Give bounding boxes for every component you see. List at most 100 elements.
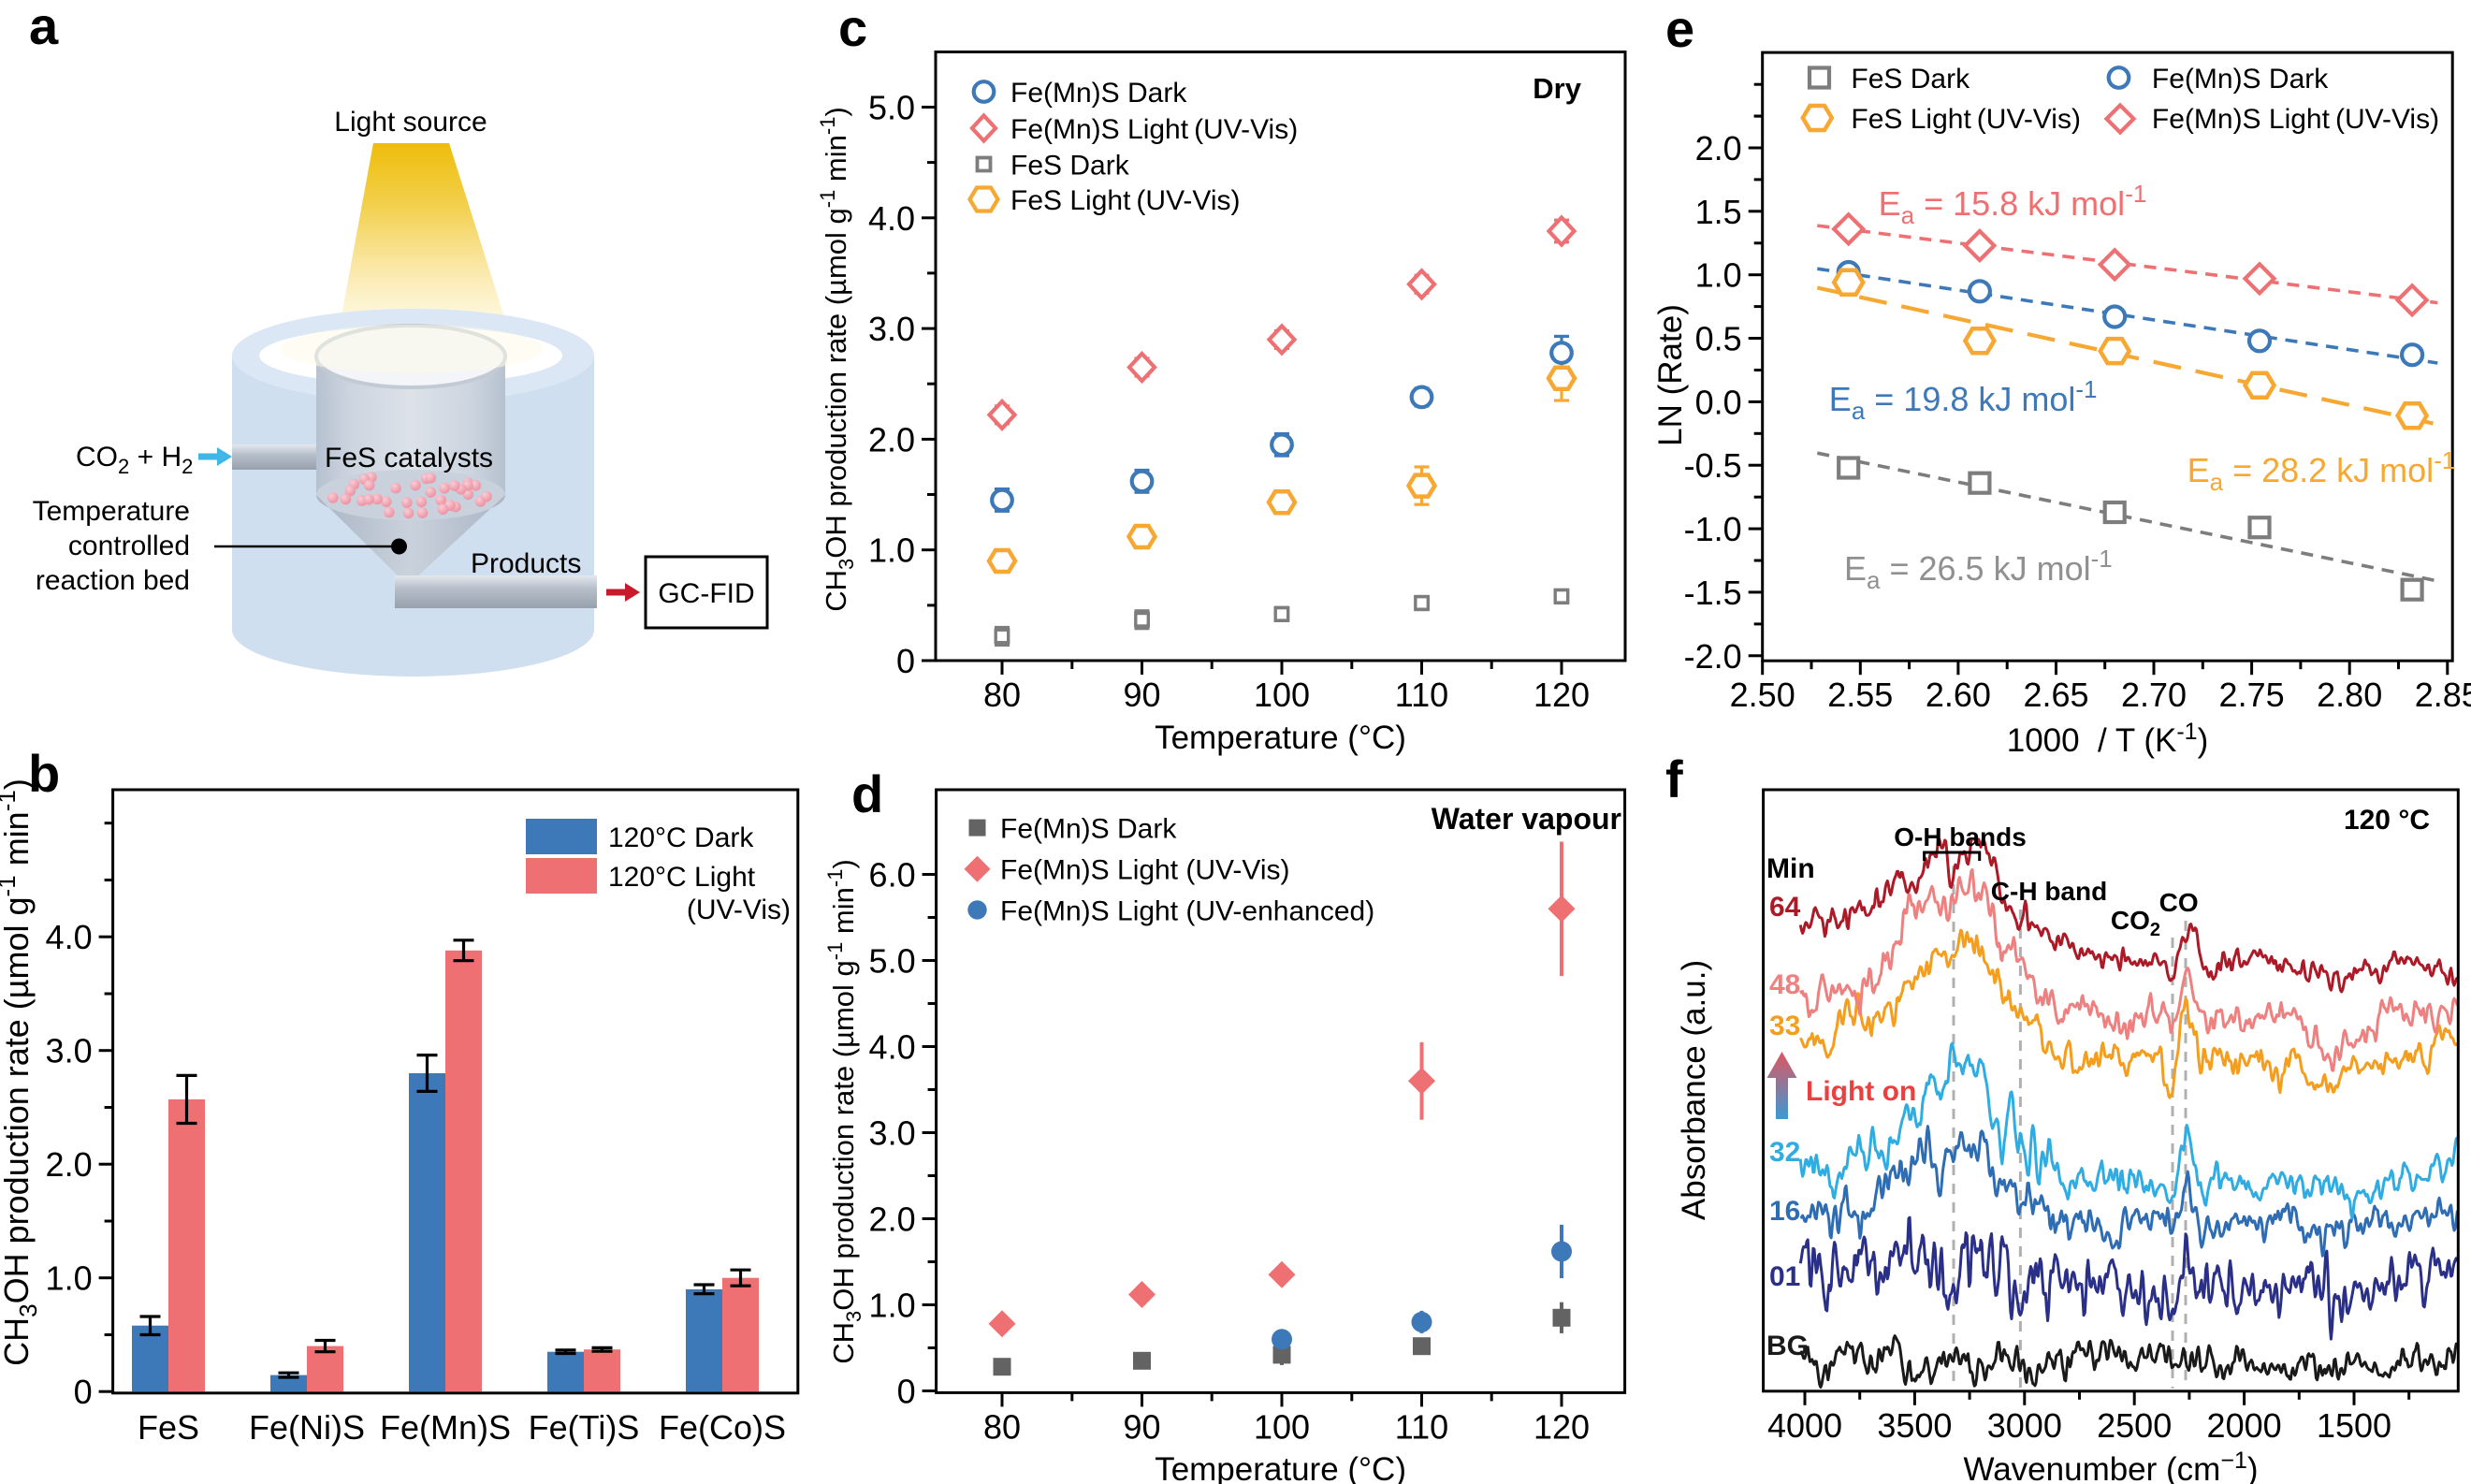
svg-text:80: 80 — [983, 676, 1021, 714]
svg-text:1.0: 1.0 — [868, 531, 915, 570]
svg-text:FeS catalysts: FeS catalysts — [325, 443, 493, 473]
svg-text:3.0: 3.0 — [868, 310, 915, 348]
svg-text:Fe(Mn)S: Fe(Mn)S — [380, 1408, 511, 1447]
svg-text:120°C Light: 120°C Light — [608, 862, 756, 893]
svg-text:1000 / T (K-1​): 1000 / T (K-1​) — [2007, 719, 2209, 759]
svg-text:2.85: 2.85 — [2415, 676, 2471, 714]
svg-text:Ea​ = 15.8 kJ mol-1​: Ea​ = 15.8 kJ mol-1​ — [1879, 180, 2147, 229]
svg-text:1.5: 1.5 — [1695, 193, 1742, 231]
svg-text:90: 90 — [1123, 1407, 1160, 1446]
svg-text:4000: 4000 — [1767, 1406, 1842, 1445]
svg-text:0.5: 0.5 — [1695, 320, 1742, 358]
svg-text:2.0: 2.0 — [869, 1200, 916, 1239]
svg-text:BG: BG — [1766, 1331, 1809, 1361]
svg-text:Water vapour: Water vapour — [1432, 802, 1621, 836]
svg-text:2.70: 2.70 — [2121, 676, 2187, 714]
svg-text:Fe(Mn)S Light (UV-enhanced): Fe(Mn)S Light (UV-enhanced) — [1000, 895, 1374, 926]
svg-text:120°C Dark: 120°C Dark — [608, 822, 754, 853]
svg-text:Light on: Light on — [1806, 1076, 1916, 1107]
svg-text:2.0: 2.0 — [868, 420, 915, 458]
svg-text:5.0: 5.0 — [869, 942, 916, 981]
svg-text:c: c — [838, 0, 867, 57]
svg-text:6.0: 6.0 — [869, 856, 916, 895]
svg-text:2.60: 2.60 — [1926, 676, 1991, 714]
svg-text:100: 100 — [1254, 676, 1310, 714]
svg-text:Fe(Ni)S: Fe(Ni)S — [249, 1408, 365, 1447]
svg-text:LN (Rate): LN (Rate) — [1652, 304, 1689, 446]
svg-text:Fe(Co)S: Fe(Co)S — [659, 1408, 786, 1447]
svg-text:FeS Light (UV-Vis): FeS Light (UV-Vis) — [1851, 104, 2081, 135]
svg-text:100: 100 — [1254, 1407, 1310, 1446]
svg-text:48: 48 — [1769, 969, 1800, 1000]
svg-text:C-H band: C-H band — [1991, 877, 2107, 906]
svg-text:2500: 2500 — [2097, 1406, 2172, 1445]
svg-text:Dry: Dry — [1533, 72, 1581, 105]
svg-text:CO2​ + H2​: CO2​ + H2​ — [76, 442, 193, 478]
svg-text:3.0: 3.0 — [46, 1032, 93, 1070]
svg-text:0.0: 0.0 — [1695, 383, 1742, 421]
svg-text:f: f — [1665, 749, 1683, 808]
svg-text:GC-FID: GC-FID — [658, 578, 754, 609]
svg-text:Ea​ = 19.8 kJ mol-1​: Ea​ = 19.8 kJ mol-1​ — [1829, 375, 2098, 425]
svg-text:Products: Products — [471, 548, 581, 579]
svg-text:d: d — [851, 764, 883, 823]
svg-text:2.0: 2.0 — [46, 1145, 93, 1184]
svg-text:120: 120 — [1533, 676, 1590, 714]
svg-text:a: a — [29, 0, 59, 55]
svg-text:1500: 1500 — [2317, 1406, 2391, 1445]
svg-text:5.0: 5.0 — [868, 89, 915, 127]
svg-text:-0.5: -0.5 — [1684, 446, 1742, 485]
svg-text:2.75: 2.75 — [2219, 676, 2285, 714]
svg-text:Temperature (°C): Temperature (°C) — [1155, 1451, 1406, 1484]
svg-text:2.65: 2.65 — [2023, 676, 2088, 714]
svg-text:Fe(Mn)S Dark: Fe(Mn)S Dark — [1010, 78, 1187, 109]
svg-text:CH3​OH production rate (µmol g: CH3​OH production rate (µmol g-1​ min-1​… — [816, 107, 858, 612]
svg-text:Fe(Mn)S Light (UV-Vis): Fe(Mn)S Light (UV-Vis) — [1000, 855, 1290, 886]
svg-text:CO: CO — [2159, 888, 2199, 917]
svg-text:FeS Dark: FeS Dark — [1851, 64, 1970, 95]
svg-text:Fe(Ti)S: Fe(Ti)S — [529, 1408, 640, 1447]
svg-text:1.0: 1.0 — [869, 1287, 916, 1325]
svg-text:controlled: controlled — [68, 531, 190, 561]
svg-text:2.0: 2.0 — [1695, 129, 1742, 167]
svg-text:Temperature: Temperature — [33, 496, 190, 527]
svg-text:CH3​OH production rate (µmol g: CH3​OH production rate (µmol g-1​ min-1​… — [823, 859, 865, 1364]
svg-text:Light source: Light source — [334, 107, 487, 138]
svg-text:-1.5: -1.5 — [1684, 574, 1742, 612]
svg-text:Fe(Mn)S Light (UV-Vis): Fe(Mn)S Light (UV-Vis) — [2152, 104, 2439, 135]
svg-text:110: 110 — [1395, 676, 1448, 714]
svg-text:90: 90 — [1123, 676, 1160, 714]
svg-text:0: 0 — [74, 1373, 93, 1411]
svg-text:01: 01 — [1769, 1261, 1800, 1292]
svg-text:120 °C: 120 °C — [2344, 805, 2430, 836]
svg-text:3.0: 3.0 — [869, 1114, 916, 1153]
svg-text:33: 33 — [1769, 1011, 1800, 1041]
svg-text:O-H bands: O-H bands — [1894, 822, 2027, 851]
svg-text:16: 16 — [1769, 1196, 1800, 1227]
svg-text:2.50: 2.50 — [1730, 676, 1795, 714]
svg-text:80: 80 — [983, 1407, 1021, 1446]
svg-text:-1.0: -1.0 — [1684, 510, 1742, 548]
svg-text:0: 0 — [896, 642, 915, 680]
svg-text:2000: 2000 — [2207, 1406, 2282, 1445]
svg-text:b: b — [28, 744, 60, 803]
svg-text:1.0: 1.0 — [46, 1259, 93, 1298]
svg-text:120: 120 — [1533, 1407, 1590, 1446]
svg-text:Fe(Mn)S Light (UV-Vis): Fe(Mn)S Light (UV-Vis) — [1010, 114, 1298, 145]
svg-text:3500: 3500 — [1877, 1406, 1952, 1445]
svg-text:1.0: 1.0 — [1695, 256, 1742, 295]
svg-text:2.55: 2.55 — [1827, 676, 1893, 714]
svg-text:3000: 3000 — [1987, 1406, 2062, 1445]
svg-text:110: 110 — [1395, 1407, 1448, 1446]
svg-text:Absorbance (a.u.): Absorbance (a.u.) — [1676, 960, 1712, 1220]
svg-text:32: 32 — [1769, 1137, 1800, 1168]
svg-text:(UV-Vis): (UV-Vis) — [687, 895, 791, 925]
svg-text:Wavenumber (cm−1​): Wavenumber (cm−1​) — [1963, 1448, 2258, 1484]
svg-text:0: 0 — [897, 1373, 916, 1411]
svg-text:Ea​ = 28.2 kJ mol-1​: Ea​ = 28.2 kJ mol-1​ — [2188, 446, 2456, 496]
svg-text:Min: Min — [1766, 853, 1815, 884]
svg-text:2.80: 2.80 — [2317, 676, 2382, 714]
svg-text:e: e — [1665, 0, 1694, 58]
svg-text:4.0: 4.0 — [869, 1028, 916, 1067]
svg-text:Fe(Mn)S Dark: Fe(Mn)S Dark — [2152, 64, 2329, 95]
